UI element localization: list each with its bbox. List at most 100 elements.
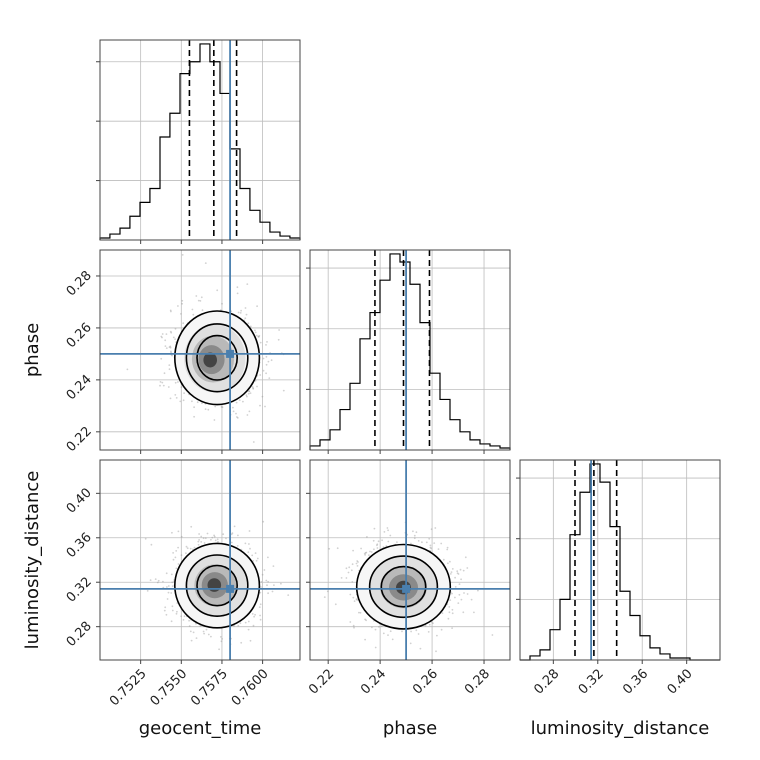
scatter-point bbox=[164, 606, 167, 609]
scatter-point bbox=[203, 542, 206, 544]
scatter-point bbox=[270, 359, 273, 362]
scatter-point bbox=[349, 593, 352, 596]
scatter-point bbox=[255, 334, 258, 337]
x-tick-label-phase: 0.24 bbox=[358, 666, 389, 697]
x-axis-label-luminosity_distance: luminosity_distance bbox=[531, 718, 710, 739]
scatter-point bbox=[232, 410, 235, 413]
scatter-point bbox=[161, 336, 163, 339]
scatter-point bbox=[170, 331, 173, 334]
scatter-point bbox=[170, 573, 173, 576]
scatter-point bbox=[254, 331, 257, 334]
scatter-point bbox=[251, 386, 254, 388]
scatter-point bbox=[451, 608, 454, 611]
scatter-point bbox=[179, 400, 182, 403]
scatter-point bbox=[216, 538, 219, 541]
scatter-point bbox=[216, 289, 219, 292]
scatter-point bbox=[457, 573, 460, 575]
scatter-point bbox=[182, 322, 185, 325]
scatter-point bbox=[415, 629, 418, 632]
scatter-point bbox=[171, 585, 174, 588]
scatter-point bbox=[236, 416, 238, 418]
scatter-point bbox=[188, 619, 191, 622]
density-panel-phase-vs-luminosity_distance bbox=[306, 459, 511, 664]
scatter-point bbox=[175, 550, 178, 552]
scatter-point bbox=[200, 535, 203, 538]
scatter-point bbox=[353, 626, 355, 629]
scatter-point bbox=[419, 647, 422, 650]
scatter-point bbox=[355, 598, 358, 601]
x-tick-label-geocent_time: 0.7600 bbox=[229, 666, 272, 709]
scatter-point bbox=[372, 539, 375, 542]
scatter-point bbox=[451, 612, 454, 615]
scatter-point bbox=[191, 308, 194, 311]
y-tick-label-luminosity_distance: 0.28 bbox=[64, 619, 95, 650]
scatter-point bbox=[240, 641, 243, 644]
scatter-point bbox=[160, 357, 163, 360]
scatter-point bbox=[259, 614, 261, 617]
x-tick-label-luminosity_distance: 0.40 bbox=[665, 666, 696, 697]
scatter-point bbox=[171, 605, 174, 608]
scatter-point bbox=[340, 577, 343, 579]
scatter-point bbox=[259, 591, 262, 594]
scatter-point bbox=[373, 527, 376, 530]
scatter-point bbox=[417, 540, 420, 542]
scatter-point bbox=[165, 613, 168, 616]
scatter-point bbox=[239, 622, 242, 625]
scatter-point bbox=[347, 571, 350, 574]
scatter-point bbox=[248, 390, 251, 393]
scatter-point bbox=[277, 338, 280, 341]
scatter-point bbox=[195, 295, 198, 297]
scatter-point bbox=[180, 386, 183, 389]
scatter-point bbox=[254, 552, 257, 554]
scatter-point bbox=[463, 592, 465, 594]
x-tick-label-luminosity_distance: 0.28 bbox=[531, 666, 562, 697]
scatter-point bbox=[171, 581, 174, 584]
scatter-point bbox=[196, 401, 199, 404]
scatter-point bbox=[159, 384, 161, 387]
scatter-point bbox=[146, 590, 149, 592]
scatter-point bbox=[278, 329, 280, 331]
scatter-point bbox=[247, 322, 250, 325]
scatter-point bbox=[323, 596, 326, 598]
truth-marker bbox=[226, 584, 235, 593]
scatter-point bbox=[163, 609, 166, 612]
scatter-point bbox=[451, 627, 453, 629]
scatter-point bbox=[225, 537, 227, 540]
scatter-point bbox=[220, 406, 223, 408]
scatter-point bbox=[210, 635, 212, 638]
scatter-point bbox=[356, 599, 359, 601]
scatter-point bbox=[197, 299, 200, 302]
scatter-point bbox=[240, 309, 243, 312]
scatter-point bbox=[248, 410, 251, 413]
scatter-point bbox=[161, 381, 164, 384]
scatter-point bbox=[230, 533, 233, 536]
scatter-point bbox=[175, 567, 178, 570]
scatter-point bbox=[200, 541, 203, 543]
scatter-point bbox=[380, 625, 383, 628]
scatter-point bbox=[160, 335, 163, 338]
contour-line-0 bbox=[355, 543, 452, 630]
scatter-point bbox=[175, 612, 178, 615]
scatter-point bbox=[192, 631, 195, 634]
scatter-point bbox=[230, 541, 233, 544]
scatter-point bbox=[413, 534, 416, 537]
scatter-point bbox=[165, 347, 168, 349]
scatter-point bbox=[356, 560, 359, 562]
scatter-point bbox=[206, 532, 209, 535]
scatter-point bbox=[266, 584, 268, 587]
scatter-point bbox=[345, 567, 348, 570]
density-level-4 bbox=[207, 578, 222, 592]
scatter-point bbox=[202, 537, 205, 540]
scatter-point bbox=[366, 536, 368, 538]
scatter-point bbox=[369, 550, 371, 553]
scatter-point bbox=[236, 286, 239, 289]
scatter-point bbox=[188, 625, 191, 627]
scatter-point bbox=[256, 557, 259, 560]
scatter-point bbox=[174, 556, 177, 559]
scatter-point bbox=[200, 296, 203, 299]
truth-marker bbox=[226, 349, 235, 358]
scatter-point bbox=[421, 541, 423, 544]
y-tick-label-phase: 0.22 bbox=[64, 424, 95, 455]
scatter-point bbox=[428, 623, 431, 626]
scatter-point bbox=[396, 541, 398, 543]
